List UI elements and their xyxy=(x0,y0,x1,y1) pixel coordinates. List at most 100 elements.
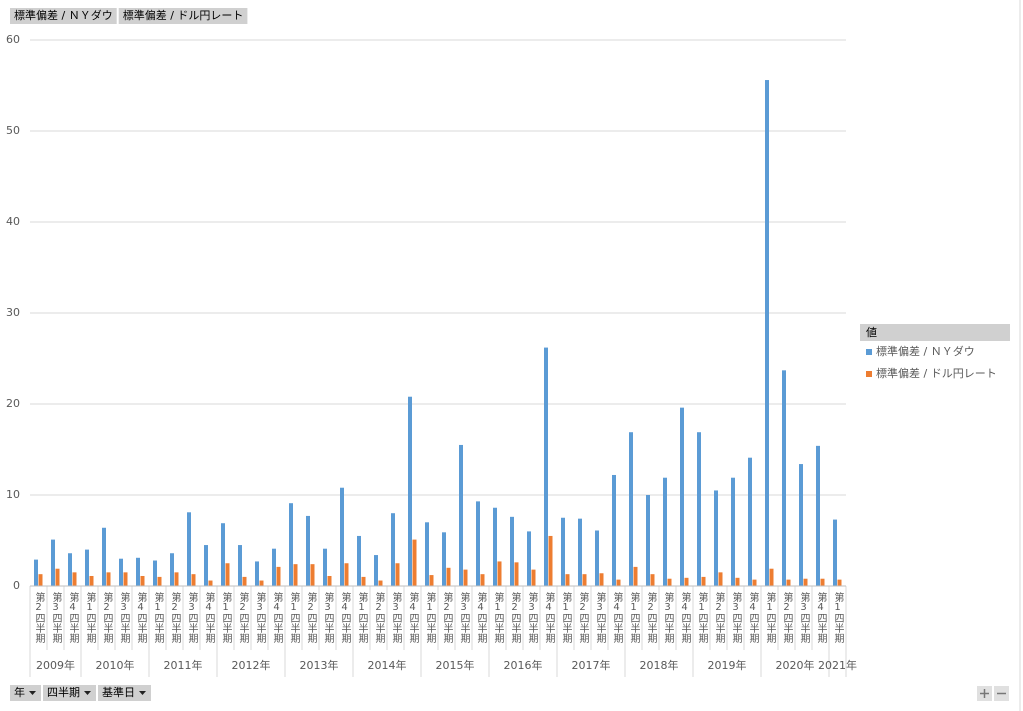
y-tick-label: 50 xyxy=(6,124,20,137)
bar xyxy=(565,574,570,586)
bar xyxy=(701,576,706,586)
button-label: 標準偏差 / ＮＹダウ xyxy=(14,8,113,22)
bar xyxy=(191,574,196,586)
bar xyxy=(208,580,213,586)
bar xyxy=(68,553,72,586)
x-tick-label: 第4四半期 xyxy=(815,591,827,644)
year-label: 2020年 xyxy=(776,658,815,672)
bar xyxy=(395,563,400,586)
x-tick-label: 第1四半期 xyxy=(696,591,708,644)
field-button[interactable]: 標準偏差 / ＮＹダウ xyxy=(10,8,117,24)
bar xyxy=(718,572,723,586)
bar xyxy=(408,396,412,586)
button-bg xyxy=(98,685,151,701)
legend-label: 標準偏差 / ＮＹダウ xyxy=(876,344,975,358)
x-tick-label: 第2四半期 xyxy=(305,591,317,644)
bar xyxy=(259,580,264,586)
dropdown-arrow xyxy=(139,691,146,695)
bar xyxy=(582,574,587,586)
field-button[interactable]: 四半期 xyxy=(43,685,96,701)
x-tick-label: 第2四半期 xyxy=(441,591,453,644)
bar xyxy=(157,576,162,586)
bar xyxy=(463,569,468,586)
plus-button[interactable] xyxy=(977,686,992,701)
year-label: 2014年 xyxy=(368,658,407,672)
year-label: 2018年 xyxy=(640,658,679,672)
x-tick-label: 第3四半期 xyxy=(390,591,402,644)
field-button[interactable]: 基準日 xyxy=(98,685,151,701)
button-label: 基準日 xyxy=(102,685,135,699)
button-label: 年 xyxy=(14,685,25,699)
x-tick-label: 第2四半期 xyxy=(169,591,181,644)
x-tick-label: 第3四半期 xyxy=(526,591,538,644)
x-tick-label: 第1四半期 xyxy=(628,591,640,644)
bar xyxy=(221,523,225,586)
bar xyxy=(748,457,752,586)
bar xyxy=(480,574,485,586)
x-tick-label: 第4四半期 xyxy=(543,591,555,644)
x-tick-label: 第1四半期 xyxy=(764,591,776,644)
year-label: 2019年 xyxy=(708,658,747,672)
x-tick-label: 第3四半期 xyxy=(254,591,266,644)
x-tick-label: 第1四半期 xyxy=(288,591,300,644)
legend-title: 値 xyxy=(866,326,877,339)
x-tick-label: 第1四半期 xyxy=(356,591,368,644)
bar xyxy=(38,574,43,586)
button-bg xyxy=(10,8,117,24)
year-label: 2017年 xyxy=(572,658,611,672)
minus-button[interactable] xyxy=(994,686,1009,701)
legend-label: 標準偏差 / ドル円レート xyxy=(876,366,997,380)
bar xyxy=(34,559,38,586)
bar xyxy=(752,579,757,586)
bar xyxy=(204,545,208,586)
bar xyxy=(272,548,276,586)
x-tick-label: 第2四半期 xyxy=(101,591,113,644)
bar xyxy=(578,518,582,586)
year-label: 2015年 xyxy=(436,658,475,672)
bar xyxy=(344,563,349,586)
bar xyxy=(174,572,179,586)
x-tick-label: 第3四半期 xyxy=(730,591,742,644)
x-tick-label: 第3四半期 xyxy=(50,591,62,644)
legend-swatch xyxy=(866,349,872,355)
x-tick-label: 第1四半期 xyxy=(84,591,96,644)
y-tick-label: 0 xyxy=(13,579,20,592)
y-tick-label: 60 xyxy=(6,33,20,46)
y-tick-label: 30 xyxy=(6,306,20,319)
bar xyxy=(799,464,803,586)
bar xyxy=(187,512,191,586)
bar xyxy=(548,535,553,586)
bar xyxy=(476,501,480,586)
legend-header xyxy=(860,324,1010,341)
bar xyxy=(446,567,451,586)
bar xyxy=(782,370,786,586)
bar xyxy=(667,578,672,586)
x-tick-label: 第4四半期 xyxy=(135,591,147,644)
y-tick-label: 40 xyxy=(6,215,20,228)
bar xyxy=(820,578,825,586)
bar xyxy=(289,503,293,586)
button-bg xyxy=(10,685,41,701)
x-tick-label: 第3四半期 xyxy=(322,591,334,644)
field-button[interactable]: 標準偏差 / ドル円レート xyxy=(118,8,248,24)
x-tick-label: 第2四半期 xyxy=(237,591,249,644)
bar xyxy=(238,545,242,586)
field-button[interactable]: 年 xyxy=(10,685,41,701)
year-label: 2012年 xyxy=(232,658,271,672)
bar xyxy=(276,566,281,586)
button-bg xyxy=(118,8,248,24)
x-tick-label: 第3四半期 xyxy=(594,591,606,644)
x-tick-label: 第4四半期 xyxy=(679,591,691,644)
bar xyxy=(803,578,808,586)
bar xyxy=(170,553,174,586)
bar xyxy=(714,490,718,586)
bar xyxy=(837,579,842,586)
bar xyxy=(493,507,497,586)
x-tick-label: 第3四半期 xyxy=(798,591,810,644)
bar xyxy=(323,548,327,586)
year-label: 2010年 xyxy=(96,658,135,672)
x-tick-label: 第1四半期 xyxy=(424,591,436,644)
x-tick-label: 第3四半期 xyxy=(186,591,198,644)
bar xyxy=(561,517,565,586)
